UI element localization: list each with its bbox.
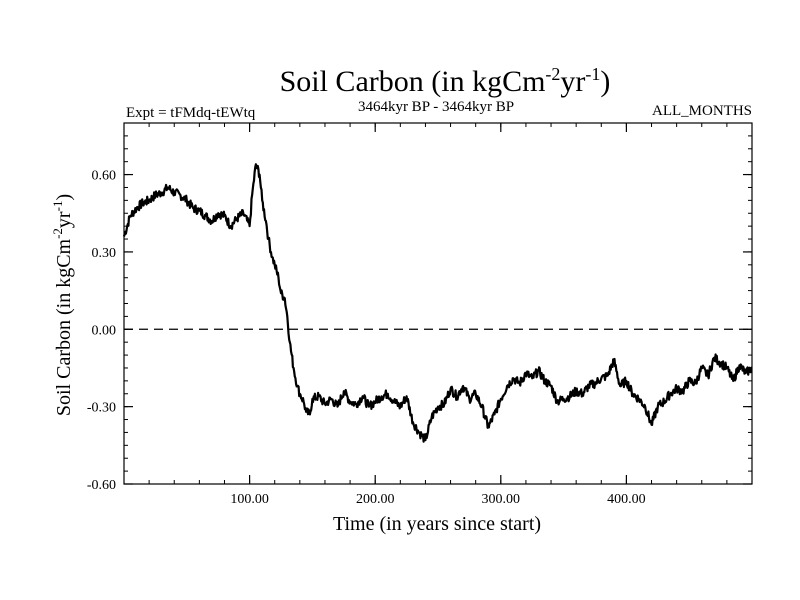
y-tick-label: -0.60 <box>87 478 116 493</box>
y-axis-label: Soil Carbon (in kgCm-2yr-1) <box>50 194 75 416</box>
axes: 100.00 200.00 300.00 400.00 -0.60 -0.30 0.00 0.… <box>87 122 753 507</box>
x-tick-label: 200.00 <box>356 492 395 507</box>
chart-title: Soil Carbon (in kgCm-2yr-1) <box>280 64 611 98</box>
x-tick-label: 100.00 <box>230 492 269 507</box>
y-tick-label: -0.30 <box>87 401 116 416</box>
x-tick-label: 400.00 <box>607 492 646 507</box>
x-axis-label: Time (in years since start) <box>333 513 541 535</box>
soil-carbon-series-line <box>122 163 753 443</box>
y-tick-label: 0.30 <box>92 246 117 261</box>
experiment-label: Expt = tFMdq-tEWtq <box>126 105 256 121</box>
y-tick-label: 0.00 <box>92 323 117 338</box>
plot-frame <box>123 122 753 485</box>
y-tick-label: 0.60 <box>92 169 117 184</box>
months-label: ALL_MONTHS <box>652 103 752 119</box>
period-label: 3464kyr BP - 3464kyr BP <box>358 99 514 115</box>
x-tick-label: 300.00 <box>482 492 521 507</box>
